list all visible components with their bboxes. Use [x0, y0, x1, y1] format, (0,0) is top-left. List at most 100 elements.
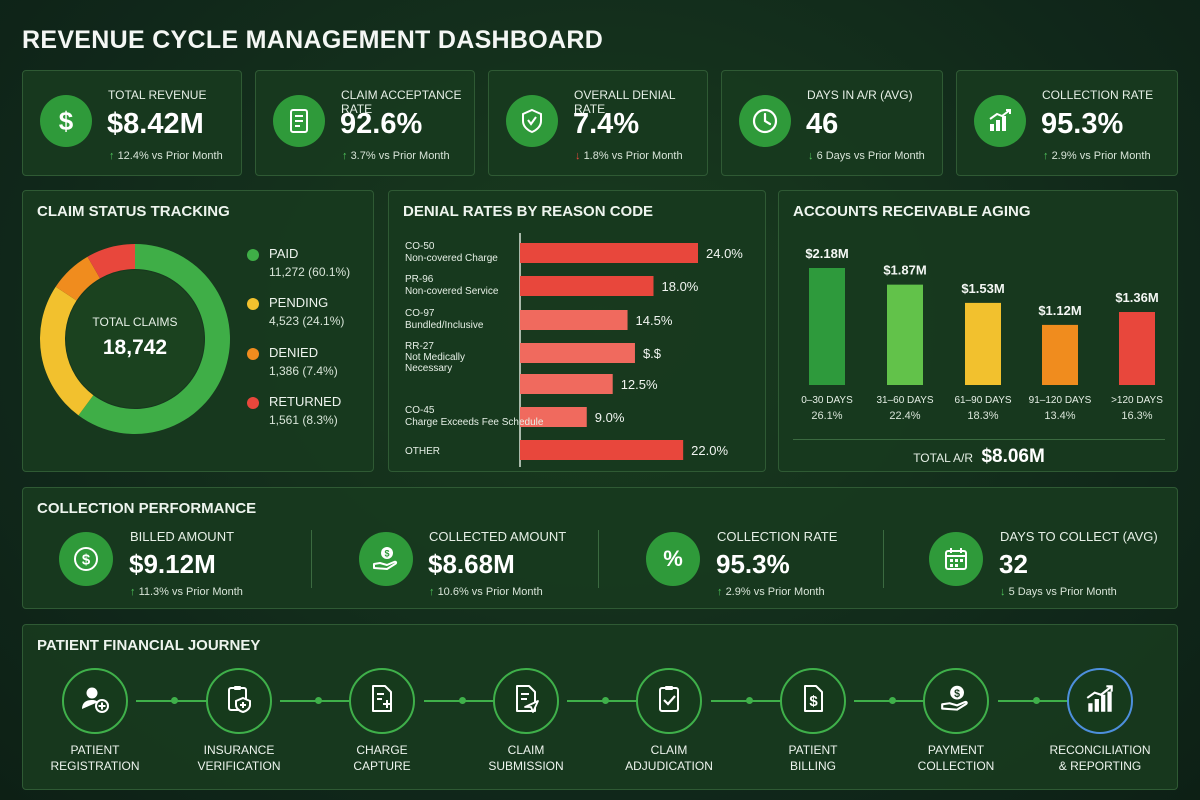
dollar-coin-icon: $: [59, 532, 113, 586]
donut-hole: [66, 270, 204, 408]
step-label-line: CAPTURE: [353, 759, 411, 773]
legend-dot: [247, 249, 259, 261]
arrow-up-icon: ↑: [717, 586, 723, 598]
document-send-icon: [510, 683, 542, 720]
donut-center: TOTAL CLAIMS 18,742: [35, 315, 235, 360]
step-payment-collection[interactable]: $: [923, 668, 989, 734]
cp-change: ↑ 10.6% vs Prior Month: [429, 586, 543, 598]
step-label: PATIENT BILLING: [753, 742, 873, 774]
bar-chart-icon: [974, 95, 1026, 147]
step-connector-node: [889, 697, 896, 704]
divider: [883, 530, 884, 588]
legend-dot: [247, 397, 259, 409]
kpi-change-text: 12.4% vs Prior Month: [117, 150, 223, 162]
step-label-line: RECONCILIATION: [1049, 743, 1151, 757]
donut-center-value: 18,742: [102, 336, 168, 359]
cp-change-text: 11.3% vs Prior Month: [138, 586, 243, 598]
aging-category-label: 0–30 DAYS: [801, 395, 853, 406]
denial-value-label: $.$: [643, 346, 662, 361]
total-ar-label: TOTAL A/R: [913, 451, 973, 465]
step-label-line: ADJUDICATION: [625, 759, 713, 773]
aging-value-label: $1.53M: [961, 281, 1004, 296]
svg-text:$: $: [59, 106, 74, 136]
clipboard-shield-icon: [223, 683, 255, 720]
cp-change: ↑ 2.9% vs Prior Month: [717, 586, 825, 598]
svg-text:$: $: [82, 552, 91, 569]
step-label: CLAIM ADJUDICATION: [609, 742, 729, 774]
legend-value: 4,523 (24.1%): [269, 314, 345, 328]
aging-percent-label: 22.4%: [889, 410, 920, 422]
step-label-line: REGISTRATION: [50, 759, 140, 773]
cp-value: 32: [999, 549, 1028, 579]
step-connector-node: [746, 697, 753, 704]
svg-text:%: %: [663, 546, 683, 571]
legend-name: RETURNED: [269, 394, 342, 409]
aging-percent-label: 18.3%: [967, 410, 998, 422]
claim-status-panel: CLAIM STATUS TRACKING TOTAL CLAIMS 18,74…: [22, 190, 374, 472]
denial-code-label: PR-96: [405, 274, 434, 285]
svg-text:$: $: [954, 687, 960, 699]
svg-text:$: $: [809, 693, 818, 710]
aging-category-label: >120 DAYS: [1111, 395, 1163, 406]
step-label: CLAIM SUBMISSION: [466, 742, 586, 774]
step-label-line: CLAIM: [507, 743, 545, 757]
step-label-line: SUBMISSION: [488, 759, 564, 773]
denial-bar: [520, 440, 684, 460]
step-label: PAYMENT COLLECTION: [896, 742, 1016, 774]
hand-coin-icon: $: [939, 682, 973, 721]
legend-value: 1,561 (8.3%): [269, 413, 338, 427]
kpi-change: ↑ 2.9% vs Prior Month: [1043, 150, 1151, 162]
legend-dot: [247, 348, 259, 360]
kpi-change: ↓ 1.8% vs Prior Month: [575, 150, 683, 162]
kpi-change-text: 2.9% vs Prior Month: [1051, 150, 1151, 162]
kpi-change: ↑ 3.7% vs Prior Month: [342, 150, 450, 162]
denial-desc-label: Necessary: [405, 363, 452, 374]
kpi-change-text: 1.8% vs Prior Month: [583, 150, 683, 162]
denial-desc-label: Non-covered Charge: [405, 253, 498, 264]
kpi-change: ↑ 12.4% vs Prior Month: [109, 150, 223, 162]
legend-value: 1,386 (7.4%): [269, 364, 338, 378]
step-label: PATIENT REGISTRATION: [35, 742, 155, 774]
cp-value: $8.68M: [428, 549, 515, 579]
step-label-line: PATIENT: [788, 743, 838, 757]
donut-slice-paid: [78, 244, 230, 434]
denial-desc-label: Not Medically: [405, 352, 465, 363]
step-claim-adjudication[interactable]: [636, 668, 702, 734]
kpi-label: CLAIM ACCEPTANCE RATE: [341, 88, 462, 116]
step-charge-capture[interactable]: [349, 668, 415, 734]
aging-bar: [965, 302, 1001, 385]
denial-value-label: 22.0%: [691, 443, 728, 458]
denial-desc-label: Non-covered Service: [405, 286, 499, 297]
kpi-value: 46: [806, 108, 839, 140]
denial-bar: [520, 374, 613, 394]
cp-value: $9.12M: [129, 549, 216, 579]
svg-text:$: $: [384, 549, 389, 559]
page-title: REVENUE CYCLE MANAGEMENT DASHBOARD: [22, 26, 604, 54]
donut-center-label: TOTAL CLAIMS: [92, 315, 178, 329]
arrow-down-icon: ↓: [575, 150, 581, 162]
step-label-line: CHARGE: [356, 743, 408, 757]
step-connector-node: [171, 697, 178, 704]
aging-percent-label: 13.4%: [1044, 410, 1075, 422]
step-insurance-verification[interactable]: [206, 668, 272, 734]
aging-category-label: 31–60 DAYS: [876, 395, 933, 406]
denial-bar: [520, 243, 698, 263]
step-patient-registration[interactable]: [62, 668, 128, 734]
aging-value-label: $2.18M: [805, 246, 848, 261]
collection-performance-panel: COLLECTION PERFORMANCE $ BILLED AMOUNT $…: [22, 487, 1178, 609]
step-patient-billing[interactable]: $: [780, 668, 846, 734]
step-reconciliation-reporting[interactable]: [1067, 668, 1133, 734]
denial-value-label: 18.0%: [662, 279, 699, 294]
panel-title: CLAIM STATUS TRACKING: [37, 203, 230, 220]
total-ar-value: $8.06M: [981, 446, 1045, 467]
clipboard-check-icon: [653, 683, 685, 720]
step-claim-submission[interactable]: [493, 668, 559, 734]
denial-code-label: CO-97: [405, 308, 435, 319]
kpi-value: $8.42M: [107, 108, 204, 140]
arrow-down-icon: ↓: [1000, 586, 1006, 598]
kpi-card-claim-acceptance: CLAIM ACCEPTANCE RATE 92.6% ↑ 3.7% vs Pr…: [255, 70, 475, 176]
denial-code-label: CO-50: [405, 241, 435, 252]
arrow-down-icon: ↓: [808, 150, 814, 162]
step-label-line: PAYMENT: [927, 743, 985, 757]
